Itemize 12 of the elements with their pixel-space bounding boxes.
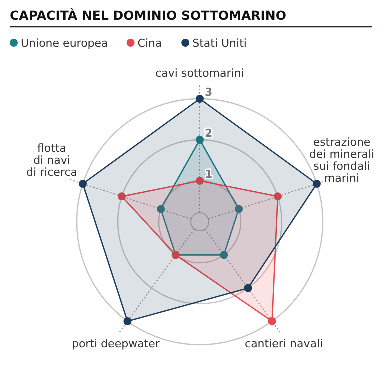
spoke-label: cantieri navali xyxy=(245,338,324,351)
spoke-label: cavi sottomarini xyxy=(156,67,244,80)
spoke-label: porti deepwater xyxy=(72,338,160,351)
legend-label: Unione europea xyxy=(21,37,108,50)
spoke-label: estrazione dei minerali sui fondali marini xyxy=(309,136,375,185)
y-tick-label: 1 xyxy=(205,168,213,181)
legend-label: Stati Uniti xyxy=(192,37,247,50)
spoke-label: flotta di navi di ricerca xyxy=(26,142,78,179)
y-tick-label: 2 xyxy=(205,127,213,140)
y-tick-label: 3 xyxy=(205,86,213,99)
legend-label: Cina xyxy=(138,37,162,50)
chart-title: CAPACITÀ NEL DOMINIO SOTTOMARINO xyxy=(10,8,287,23)
